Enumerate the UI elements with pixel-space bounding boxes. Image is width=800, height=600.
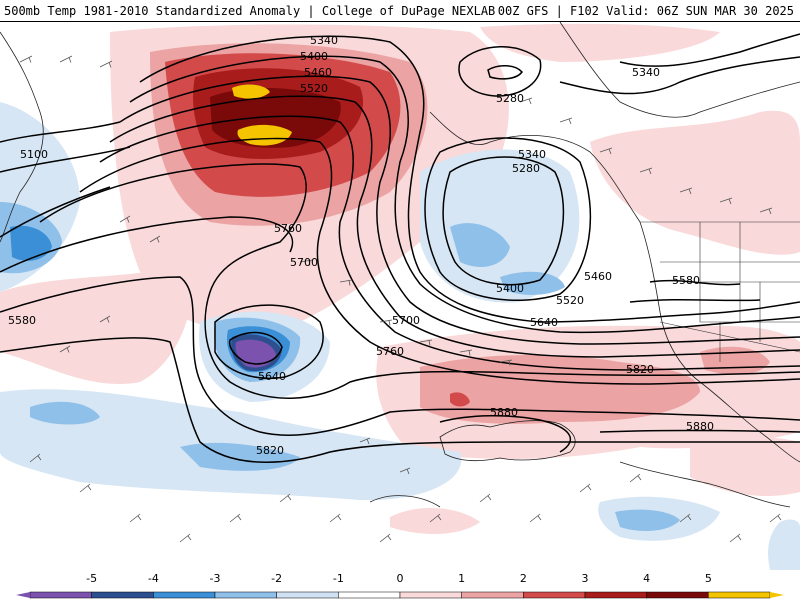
contour-label: 5520: [300, 82, 328, 95]
colorbar-legend: -5 -4 -3 -2 -1 0 1 2 3 4 5: [0, 570, 800, 600]
contour-label: 5700: [392, 314, 420, 327]
anomaly-fill-negative-light: [0, 102, 800, 570]
colorbar-tick-label: 2: [519, 572, 527, 585]
colorbar-tick-label: 0: [396, 572, 404, 585]
contour-label: 5640: [258, 370, 286, 383]
colorbar-tick-label: 4: [643, 572, 651, 585]
colorbar-segment: [338, 591, 401, 599]
colorbar-tick-label: -3: [209, 572, 221, 585]
colorbar-segment: [523, 591, 586, 599]
contour-label: 5700: [290, 256, 318, 269]
contour-label: 5880: [490, 406, 518, 419]
contour-label: 5100: [20, 148, 48, 161]
colorbar-segment: [646, 591, 709, 599]
colorbar-tick-label: -4: [147, 572, 159, 585]
colorbar-segment: [91, 591, 154, 599]
title-bar: 500mb Temp 1981-2010 Standardized Anomal…: [0, 0, 800, 22]
colorbar-high-arrow: [770, 592, 784, 598]
colorbar-tick-label: 3: [581, 572, 589, 585]
colorbar-tick-label: -2: [271, 572, 283, 585]
model-run-info: 00Z GFS | F102 Valid: 06Z SUN MAR 30 202…: [497, 4, 794, 18]
contour-label: 5820: [256, 444, 284, 457]
contour-label: 5340: [310, 34, 338, 47]
contour-label: 5400: [496, 282, 524, 295]
contour-label: 5280: [512, 162, 540, 175]
colorbar-tick-label: 5: [704, 572, 712, 585]
colorbar-low-arrow: [16, 592, 30, 598]
colorbar-segment: [214, 591, 277, 599]
colorbar-segment: [399, 591, 462, 599]
contour-label: 5340: [518, 148, 546, 161]
contour-label: 5580: [8, 314, 36, 327]
contour-label: 5460: [584, 270, 612, 283]
contour-labels: 5340 5400 5460 5520 5100 5760 5700 5580 …: [8, 34, 714, 457]
contour-label: 5460: [304, 66, 332, 79]
colorbar-segment: [708, 591, 771, 599]
contour-label: 5580: [672, 274, 700, 287]
colorbar-svg: [16, 591, 784, 599]
map-panel: 5340 5400 5460 5520 5100 5760 5700 5580 …: [0, 22, 800, 570]
colorbar-segment: [584, 591, 647, 599]
contour-label: 5760: [376, 345, 404, 358]
colorbar-segment: [153, 591, 216, 599]
map-title: 500mb Temp 1981-2010 Standardized Anomal…: [4, 4, 496, 18]
anomaly-fill-positive-max: [232, 84, 292, 146]
contour-label: 5280: [496, 92, 524, 105]
anomaly-map: 5340 5400 5460 5520 5100 5760 5700 5580 …: [0, 22, 800, 570]
colorbar-tick-label: 1: [458, 572, 466, 585]
contour-label: 5880: [686, 420, 714, 433]
wind-barbs: [19, 55, 782, 543]
colorbar-segment: [276, 591, 339, 599]
contour-label: 5520: [556, 294, 584, 307]
contour-label: 5640: [530, 316, 558, 329]
height-contours: [0, 33, 800, 463]
contour-label: 5400: [300, 50, 328, 63]
contour-label: 5820: [626, 363, 654, 376]
colorbar-segment: [461, 591, 524, 599]
colorbar-segment: [29, 591, 92, 599]
anomaly-fill-negative-extreme: [235, 339, 276, 368]
contour-label: 5340: [632, 66, 660, 79]
contour-label: 5760: [274, 222, 302, 235]
colorbar-tick-label: -1: [332, 572, 344, 585]
colorbar-tick-label: -5: [86, 572, 98, 585]
